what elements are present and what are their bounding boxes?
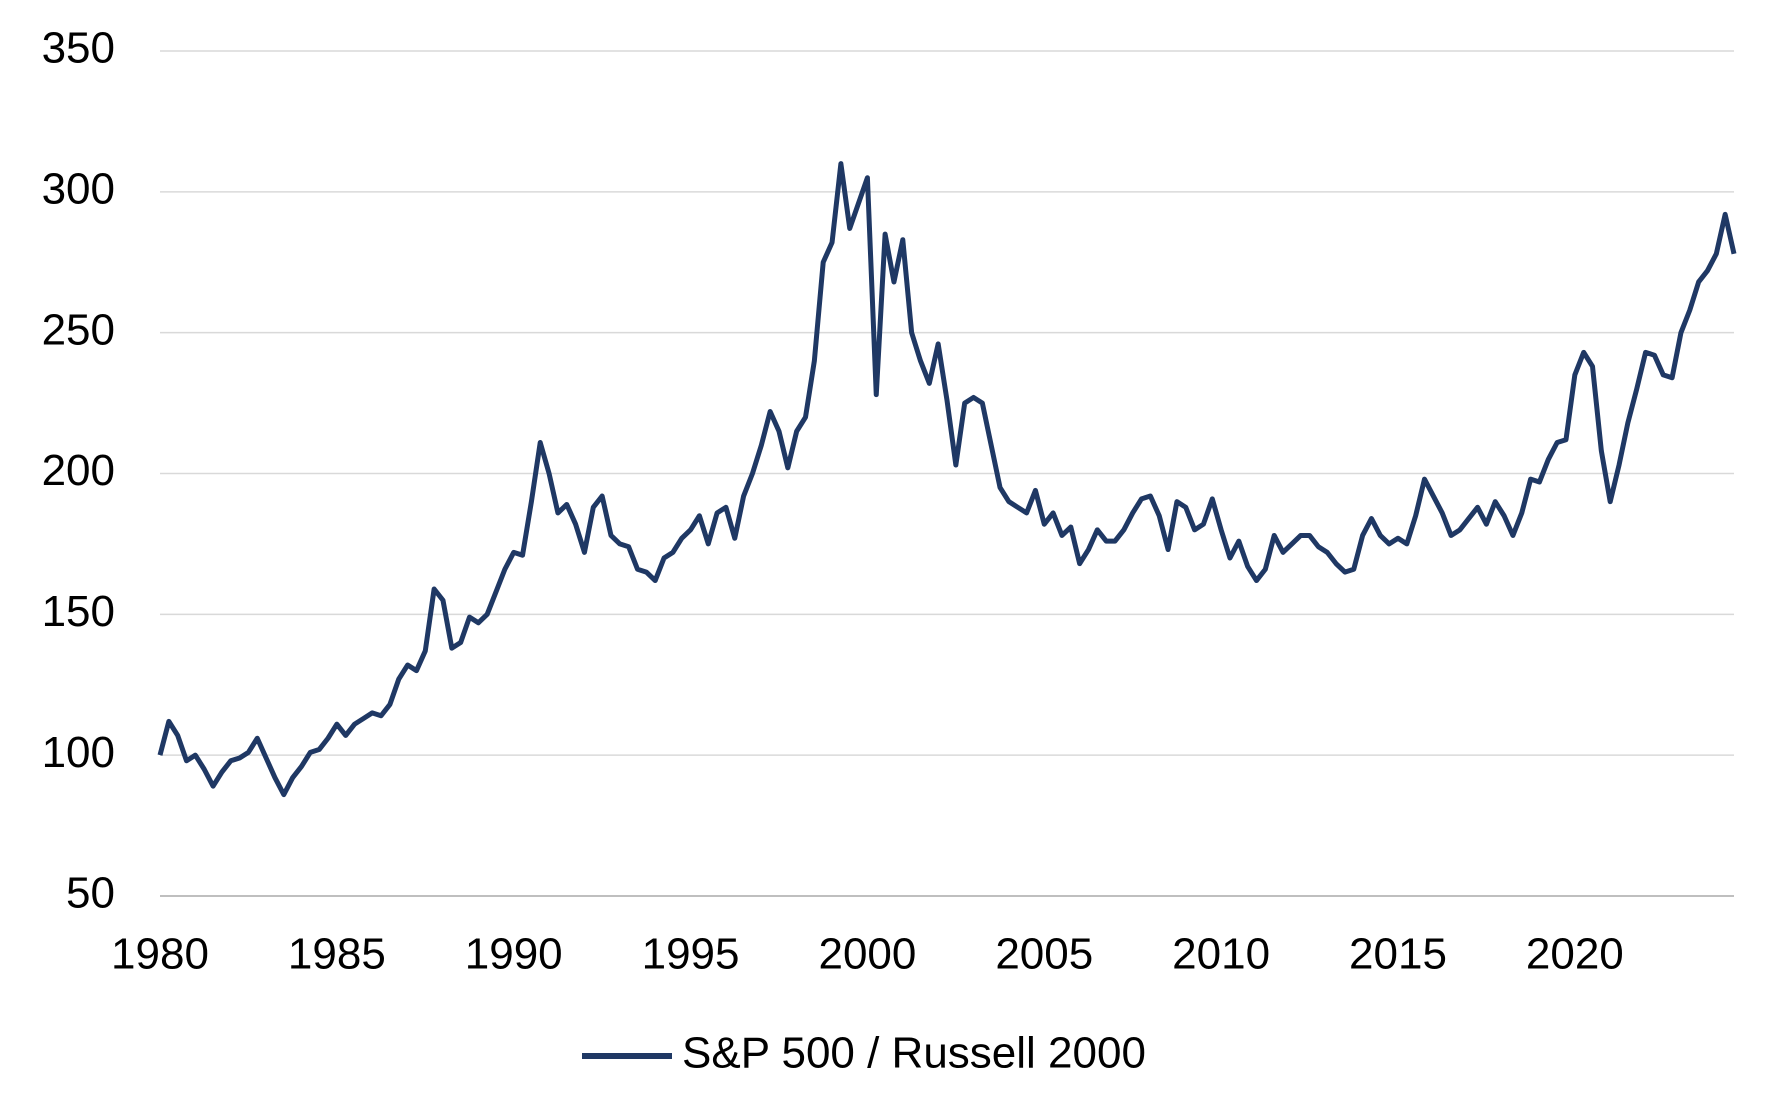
x-tick-label: 1980 bbox=[111, 930, 209, 979]
x-tick-label: 2010 bbox=[1172, 930, 1270, 979]
x-tick-label: 2000 bbox=[818, 930, 916, 979]
y-tick-label: 50 bbox=[66, 869, 115, 918]
x-tick-label: 2015 bbox=[1349, 930, 1447, 979]
y-tick-label: 200 bbox=[42, 446, 115, 495]
x-tick-label: 2005 bbox=[995, 930, 1093, 979]
x-tick-label: 1995 bbox=[642, 930, 740, 979]
x-tick-label: 2020 bbox=[1526, 930, 1624, 979]
line bbox=[157, 161, 1737, 798]
x-tick-label: 1990 bbox=[465, 930, 563, 979]
y-tick-label: 150 bbox=[42, 587, 115, 636]
y-tick-label: 300 bbox=[42, 164, 115, 213]
y-tick-label: 100 bbox=[42, 728, 115, 777]
x-tick-label: 1985 bbox=[288, 930, 386, 979]
y-tick-label: 250 bbox=[42, 305, 115, 354]
y-tick-label: 350 bbox=[42, 24, 115, 73]
legend-label: S&P 500 / Russell 2000 bbox=[682, 1029, 1146, 1078]
